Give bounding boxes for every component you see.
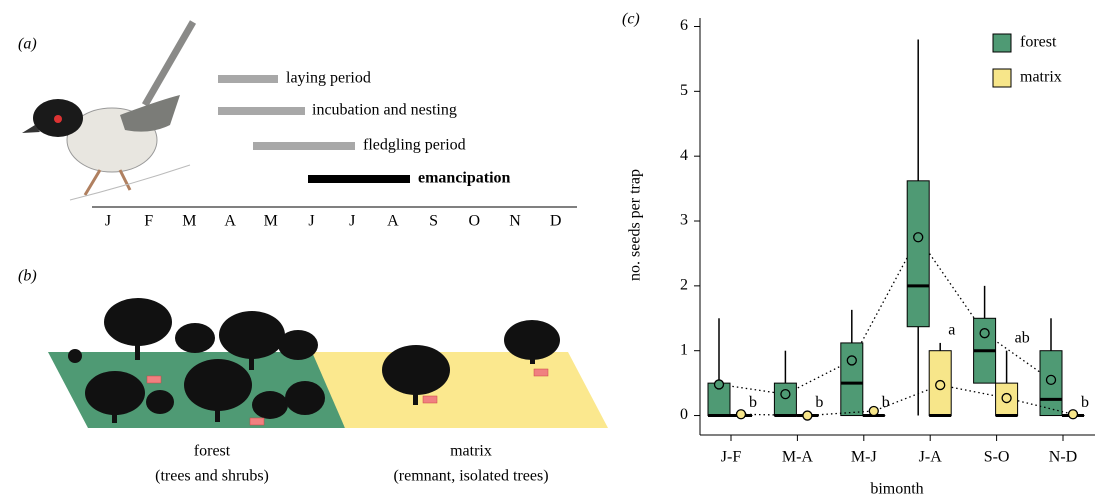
box [841, 343, 863, 416]
x-tick-label: N-D [1049, 449, 1077, 466]
mean-point [737, 410, 746, 419]
bird [22, 22, 193, 200]
x-tick-label: S-O [984, 449, 1010, 466]
mean-point [1047, 375, 1056, 384]
month-label: J [349, 213, 355, 230]
y-tick-label: 5 [680, 82, 688, 99]
panel-label: (c) [622, 11, 640, 28]
period-label: laying period [286, 70, 371, 87]
month-label: D [550, 213, 562, 230]
significance-letter: b [882, 394, 890, 411]
x-axis-title: bimonth [870, 481, 923, 498]
y-tick-label: 6 [680, 17, 688, 34]
legend-label: matrix [1020, 69, 1062, 86]
significance-letter: b [749, 394, 757, 411]
month-label: J [105, 213, 111, 230]
page: (a) laying period incubation and nesting… [0, 0, 1097, 501]
month-label: S [429, 213, 438, 230]
x-tick-label: J-F [721, 449, 742, 466]
mean-point [803, 411, 812, 420]
significance-letter: a [948, 322, 955, 339]
legend-label: forest [1020, 34, 1057, 51]
mean-point [936, 381, 945, 390]
habitat-description: (remnant, isolated trees) [393, 468, 548, 485]
mean-point [1002, 394, 1011, 403]
mean-point [781, 390, 790, 399]
month-label: M [264, 213, 278, 230]
panel-label: (b) [18, 268, 37, 285]
mean-point [980, 329, 989, 338]
habitat-description: (trees and shrubs) [155, 468, 269, 485]
mean-point [869, 407, 878, 416]
month-label: A [224, 213, 236, 230]
period-bars [218, 75, 410, 183]
y-tick-label: 0 [680, 406, 688, 423]
month-label: A [387, 213, 399, 230]
month-label: F [144, 213, 153, 230]
y-tick-label: 1 [680, 341, 688, 358]
period-label: fledgling period [363, 137, 466, 154]
y-tick-label: 3 [680, 212, 688, 229]
period-label: incubation and nesting [312, 102, 457, 119]
legend-swatch [993, 34, 1011, 52]
matrix-area [312, 352, 608, 428]
mean-line [719, 237, 1051, 394]
month-label: O [469, 213, 481, 230]
x-tick-label: M-J [851, 449, 877, 466]
y-tick-label: 2 [680, 277, 688, 294]
month-label: N [509, 213, 521, 230]
figure: (a) laying period incubation and nesting… [0, 0, 1097, 501]
month-label: M [182, 213, 196, 230]
mean-point [914, 233, 923, 242]
significance-letter: b [815, 394, 823, 411]
y-axis-title: no. seeds per trap [627, 169, 644, 281]
significance-letter: ab [1015, 329, 1030, 346]
habitat-name: forest [194, 443, 231, 460]
mean-point [1069, 410, 1078, 419]
panel-label: (a) [18, 36, 37, 53]
y-tick-label: 4 [680, 147, 688, 164]
legend-swatch [993, 69, 1011, 87]
habitat-name: matrix [450, 443, 492, 460]
x-tick-label: J-A [919, 449, 943, 466]
mean-point [715, 380, 724, 389]
period-label: emancipation [418, 170, 511, 187]
significance-letter: b [1081, 394, 1089, 411]
month-label: J [308, 213, 314, 230]
box [907, 181, 929, 327]
plot: 0 1 2 3 4 5 6 J-F M-A M-J J-A S-O N-D forest b b b a ab b ma… [680, 17, 1089, 466]
mean-point [847, 356, 856, 365]
x-tick-label: M-A [782, 449, 814, 466]
box [774, 383, 796, 415]
